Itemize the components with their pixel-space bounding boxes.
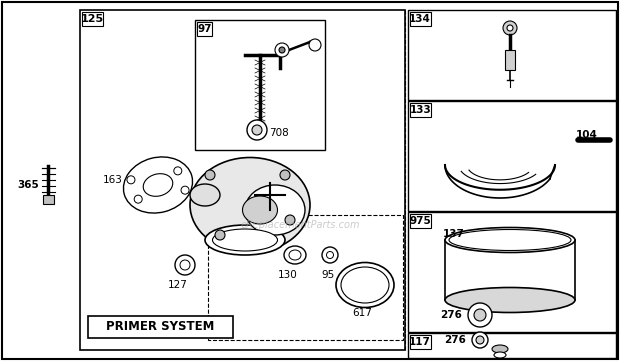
Text: 708: 708 [269,128,289,138]
Bar [82,12,102,26]
Text: 127: 127 [168,280,188,290]
Ellipse shape [190,157,310,252]
Ellipse shape [190,184,220,206]
Circle shape [175,255,195,275]
Circle shape [468,303,492,327]
Text: 276: 276 [440,310,462,320]
Ellipse shape [445,227,575,252]
Circle shape [174,167,182,175]
Circle shape [285,215,295,225]
Bar [195,20,325,150]
Text: 117: 117 [409,337,431,347]
Ellipse shape [284,246,306,264]
Bar [208,215,403,340]
Bar [408,333,616,358]
Text: 365: 365 [17,180,39,190]
Circle shape [322,247,338,263]
Bar [445,240,575,300]
Text: eReplacementParts.com: eReplacementParts.com [241,220,360,230]
Ellipse shape [213,229,278,251]
Circle shape [327,252,334,258]
Ellipse shape [445,287,575,313]
Text: 276: 276 [444,335,466,345]
Ellipse shape [123,157,193,213]
Text: 130: 130 [278,270,298,280]
Circle shape [247,120,267,140]
Bar [410,12,430,26]
Ellipse shape [341,267,389,303]
Ellipse shape [336,262,394,308]
Circle shape [205,170,215,180]
Circle shape [127,176,135,184]
Text: 137: 137 [443,229,465,239]
Circle shape [181,186,189,194]
Text: 104: 104 [576,130,598,140]
Circle shape [252,125,262,135]
Circle shape [309,39,321,51]
Circle shape [507,25,513,31]
Ellipse shape [242,196,278,224]
Bar [408,212,616,332]
Circle shape [215,230,225,240]
Bar [88,316,233,338]
Bar [410,335,430,349]
Circle shape [134,195,142,203]
Bar [408,101,616,211]
Bar [80,10,405,350]
Text: 163: 163 [103,175,123,185]
Circle shape [279,47,285,53]
Circle shape [180,260,190,270]
Bar [197,22,212,36]
Bar [410,103,430,117]
Ellipse shape [289,250,301,260]
Circle shape [503,21,517,35]
Ellipse shape [494,352,506,358]
Ellipse shape [449,230,571,251]
Circle shape [275,43,289,57]
Circle shape [280,170,290,180]
Text: 133: 133 [409,105,431,115]
Bar [410,214,430,228]
Text: 97: 97 [197,24,212,34]
Bar [505,50,515,70]
Text: PRIMER SYSTEM: PRIMER SYSTEM [106,321,215,334]
Bar [408,10,616,100]
Ellipse shape [492,345,508,353]
Circle shape [476,336,484,344]
Bar [43,195,54,204]
Ellipse shape [205,225,285,255]
Circle shape [472,332,488,348]
Text: 125: 125 [81,14,104,24]
Ellipse shape [245,185,305,235]
Text: 134: 134 [409,14,431,24]
Text: 95: 95 [321,270,335,280]
Ellipse shape [143,174,173,196]
Text: 975: 975 [409,216,431,226]
Text: 617: 617 [352,308,372,318]
Circle shape [474,309,486,321]
